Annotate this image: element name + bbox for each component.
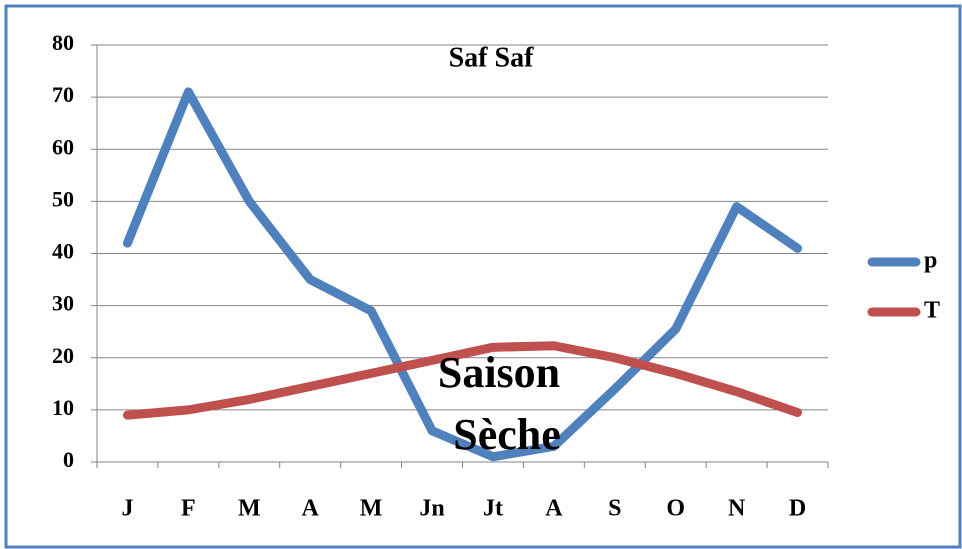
x-tick-label: D bbox=[789, 496, 806, 522]
legend-label: p bbox=[924, 248, 937, 274]
x-tick-label: A bbox=[545, 496, 563, 522]
data-line bbox=[122, 87, 803, 462]
data-line bbox=[122, 341, 803, 420]
x-tick-label: F bbox=[181, 496, 196, 522]
x-tick-label: M bbox=[238, 496, 261, 522]
y-tick-label: 60 bbox=[52, 134, 74, 159]
x-tick-label: O bbox=[666, 496, 685, 522]
x-tick-label: N bbox=[728, 496, 746, 522]
x-tick-label: M bbox=[360, 496, 383, 522]
x-tick-label: Jn bbox=[419, 496, 444, 522]
annotation: Sèche bbox=[453, 410, 561, 459]
legend-label: T bbox=[924, 298, 940, 324]
y-tick-label: 70 bbox=[52, 82, 74, 107]
y-tick-label: 50 bbox=[52, 186, 74, 211]
y-tick-label: 10 bbox=[52, 395, 74, 420]
x-tick-label: J bbox=[121, 496, 133, 522]
chart-title: Saf Saf bbox=[449, 42, 534, 73]
y-tick-label: 20 bbox=[52, 343, 74, 368]
y-tick-label: 30 bbox=[52, 291, 74, 316]
x-tick-label: Jt bbox=[483, 496, 503, 522]
y-tick-label: 0 bbox=[63, 447, 74, 472]
y-tick-label: 40 bbox=[52, 239, 74, 264]
annotation: Saison bbox=[438, 348, 560, 397]
x-tick-label: S bbox=[608, 496, 621, 522]
frame bbox=[4, 4, 962, 549]
y-tick-label: 80 bbox=[52, 30, 74, 55]
x-tick-label: A bbox=[302, 496, 320, 522]
